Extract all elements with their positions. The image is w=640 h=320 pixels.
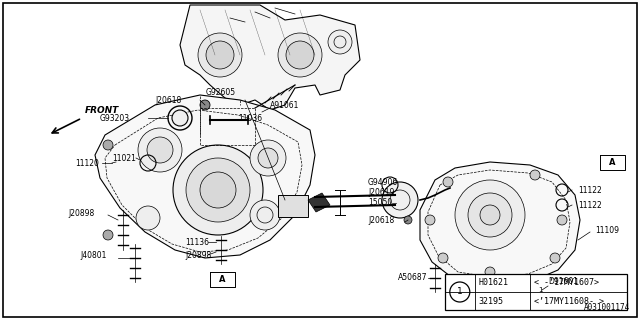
Text: G93203: G93203 <box>100 114 130 123</box>
Circle shape <box>200 172 236 208</box>
Polygon shape <box>308 193 330 212</box>
Circle shape <box>485 267 495 277</box>
Circle shape <box>136 206 160 230</box>
Circle shape <box>250 140 286 176</box>
Text: FRONT: FRONT <box>85 106 119 115</box>
Circle shape <box>173 145 263 235</box>
Text: A031001174: A031001174 <box>584 303 630 312</box>
Text: J20619: J20619 <box>368 188 394 196</box>
Circle shape <box>557 215 567 225</box>
Text: < -’17MY1607>: < -’17MY1607> <box>534 278 599 287</box>
Text: 11120: 11120 <box>75 158 99 167</box>
Text: J20898: J20898 <box>185 251 211 260</box>
Circle shape <box>200 100 210 110</box>
Circle shape <box>147 137 173 163</box>
Circle shape <box>530 170 540 180</box>
Circle shape <box>438 253 448 263</box>
Circle shape <box>455 180 525 250</box>
Text: A: A <box>219 276 225 284</box>
Text: 11122: 11122 <box>578 201 602 210</box>
Polygon shape <box>180 5 360 110</box>
Circle shape <box>186 158 250 222</box>
Text: 11036: 11036 <box>238 114 262 123</box>
Text: G92605: G92605 <box>206 87 236 97</box>
Circle shape <box>138 128 182 172</box>
Circle shape <box>550 253 560 263</box>
Text: 32195: 32195 <box>479 297 504 306</box>
Text: 15050: 15050 <box>368 197 392 206</box>
Circle shape <box>443 177 453 187</box>
Circle shape <box>172 110 188 126</box>
Bar <box>445 274 627 310</box>
Text: J20898: J20898 <box>68 209 94 218</box>
Text: 11136: 11136 <box>185 237 209 246</box>
Circle shape <box>278 33 322 77</box>
Text: A50687: A50687 <box>398 274 428 283</box>
Text: 11021: 11021 <box>112 154 136 163</box>
Circle shape <box>103 230 113 240</box>
Circle shape <box>250 200 280 230</box>
Text: H01621: H01621 <box>479 278 509 287</box>
Text: A: A <box>609 157 615 166</box>
Text: <’17MY11608- >: <’17MY11608- > <box>534 297 604 306</box>
Circle shape <box>206 41 234 69</box>
Text: A91061: A91061 <box>270 100 300 109</box>
Text: 1: 1 <box>457 287 463 297</box>
Circle shape <box>425 215 435 225</box>
Text: G94906: G94906 <box>368 178 398 187</box>
Text: J20618: J20618 <box>155 95 181 105</box>
Circle shape <box>286 41 314 69</box>
Circle shape <box>404 216 412 224</box>
Text: 11109: 11109 <box>595 226 619 235</box>
Circle shape <box>258 148 278 168</box>
Text: D91601: D91601 <box>548 277 578 286</box>
Circle shape <box>480 205 500 225</box>
Circle shape <box>328 30 352 54</box>
Text: J40801: J40801 <box>80 251 106 260</box>
Circle shape <box>535 297 545 307</box>
Circle shape <box>198 33 242 77</box>
Text: 11122: 11122 <box>578 186 602 195</box>
Circle shape <box>382 182 418 218</box>
Circle shape <box>103 140 113 150</box>
Text: J20618: J20618 <box>368 215 394 225</box>
Polygon shape <box>95 95 315 258</box>
Text: 1: 1 <box>538 287 542 293</box>
Circle shape <box>468 193 512 237</box>
Bar <box>278 195 308 217</box>
Polygon shape <box>420 162 580 286</box>
